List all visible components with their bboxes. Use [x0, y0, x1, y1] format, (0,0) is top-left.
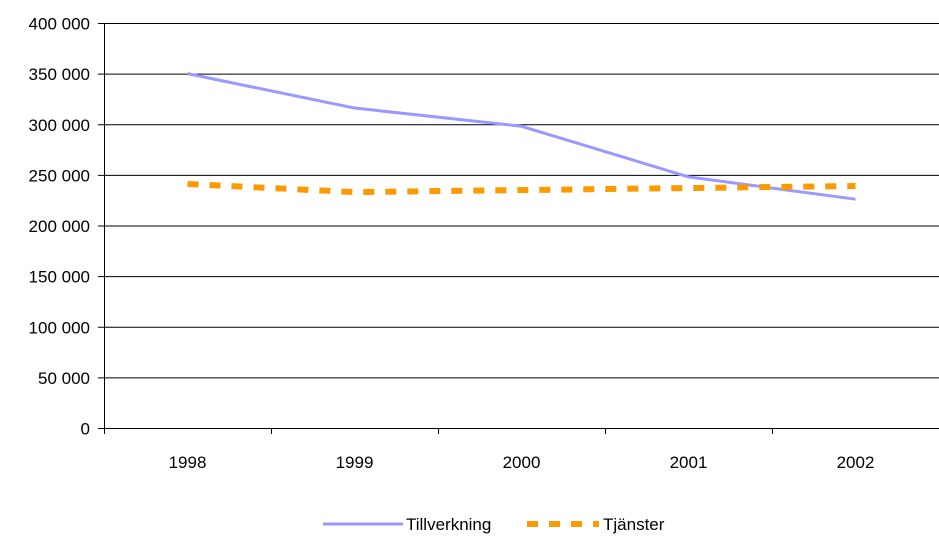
series-line-0: [187, 72, 856, 201]
y-tick-label: 250 000: [29, 166, 90, 185]
x-tick-label: 2002: [837, 453, 875, 472]
y-tick-label: 350 000: [29, 65, 90, 84]
y-tick-label: 50 000: [38, 369, 90, 388]
y-tick-label: 400 000: [29, 15, 90, 34]
axes: [104, 23, 939, 429]
legend-label-1: Tjänster: [603, 515, 665, 534]
gridlines: [104, 23, 939, 379]
y-tick-label: 0: [81, 420, 90, 439]
y-tick-label: 200 000: [29, 217, 90, 236]
y-tick-label: 150 000: [29, 268, 90, 287]
x-tick-label: 2001: [670, 453, 708, 472]
y-tick-label: 100 000: [29, 318, 90, 337]
legend-label-0: Tillverkning: [406, 515, 491, 534]
series-lines: [187, 72, 856, 201]
x-tick-label: 1999: [336, 453, 374, 472]
y-axis-ticks: 0 50 000 100 000 150 000 200 000 250 000 300 0…: [29, 15, 104, 439]
legend: Tillverkning Tjänster: [323, 515, 665, 534]
x-tick-label: 1998: [169, 453, 207, 472]
y-tick-label: 300 000: [29, 116, 90, 135]
x-axis-ticks: 1998 1999 2000 2001 2002: [104, 428, 875, 472]
x-tick-label: 2000: [503, 453, 541, 472]
